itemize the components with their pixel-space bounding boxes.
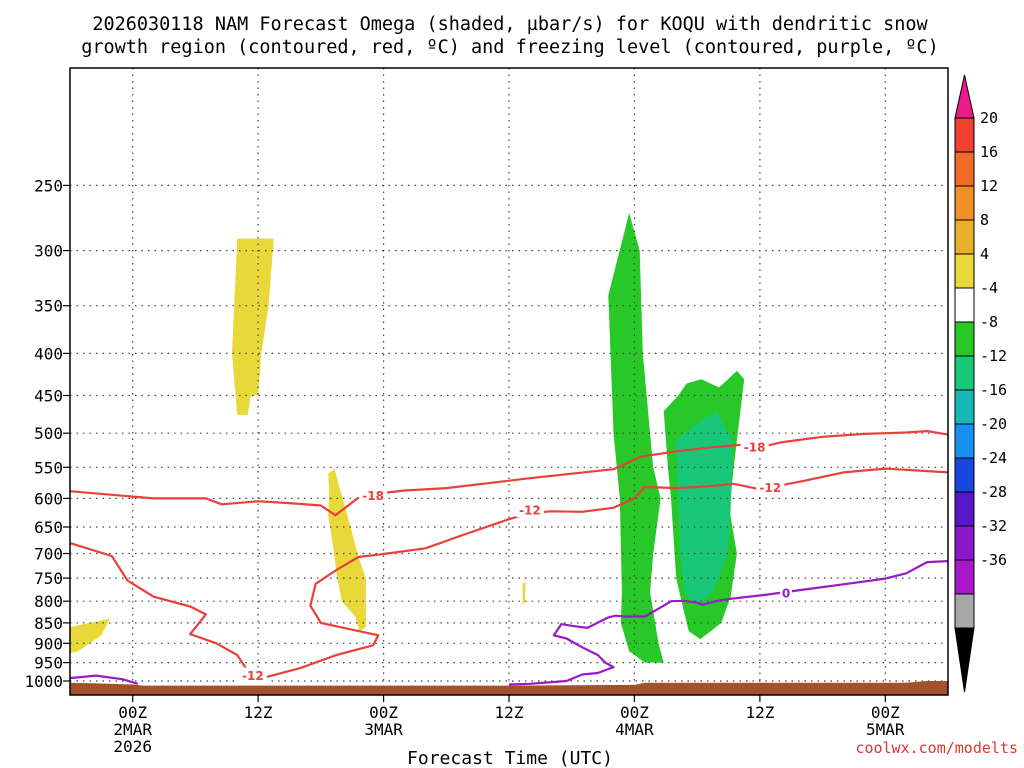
x-tick-label: 12Z bbox=[745, 703, 774, 722]
colorbar-bottom-arrow bbox=[954, 627, 975, 693]
colorbar-swatch bbox=[954, 117, 975, 153]
grid-lines bbox=[70, 68, 948, 695]
x-tick-label: 2MAR bbox=[113, 720, 152, 739]
colorbar-label: -4 bbox=[980, 279, 998, 297]
y-tick-label: 500 bbox=[34, 424, 63, 443]
x-tick-label: 5MAR bbox=[866, 720, 905, 739]
y-tick-label: 1000 bbox=[24, 672, 63, 691]
colorbar-swatch bbox=[954, 219, 975, 255]
contour-label-bg bbox=[238, 667, 267, 683]
colorbar-top-arrow bbox=[954, 74, 975, 119]
contour-label-bg bbox=[515, 502, 544, 518]
x-tick-label: 00Z bbox=[871, 703, 900, 722]
colorbar-label: -32 bbox=[980, 517, 1007, 535]
y-tick-label: 450 bbox=[34, 387, 63, 406]
contour-labels: -18 -18 -12 -12 -12 0 bbox=[238, 439, 792, 683]
colorbar-swatch bbox=[954, 355, 975, 391]
dendritic-region-minus-18c bbox=[69, 430, 949, 517]
colorbar-label: -16 bbox=[980, 381, 1007, 399]
x-tick-label: 2026 bbox=[113, 737, 152, 756]
surface-terrain bbox=[70, 681, 948, 695]
colorbar-label: -8 bbox=[980, 313, 998, 331]
y-tick-label: 800 bbox=[34, 592, 63, 611]
colorbar-label: -28 bbox=[980, 483, 1007, 501]
contour-label: -18 bbox=[744, 441, 766, 455]
contour-lines bbox=[69, 430, 949, 686]
x-tick-label: 12Z bbox=[244, 703, 273, 722]
contour-label-bg bbox=[359, 487, 388, 503]
colorbar-label: -24 bbox=[980, 449, 1007, 467]
colorbar-label: -36 bbox=[980, 551, 1007, 569]
y-tick-label: 300 bbox=[34, 242, 63, 261]
colorbar-swatch bbox=[954, 423, 975, 459]
x-tick-label: 3MAR bbox=[364, 720, 403, 739]
x-tick-label: 00Z bbox=[369, 703, 398, 722]
colorbar-swatch bbox=[954, 525, 975, 561]
colorbar-swatch bbox=[954, 593, 975, 629]
contour-label-bg bbox=[740, 439, 769, 455]
contour-label: -12 bbox=[759, 481, 781, 495]
colorbar-label: 16 bbox=[980, 143, 998, 161]
colorbar-label: -12 bbox=[980, 347, 1007, 365]
colorbar-label: 4 bbox=[980, 245, 989, 263]
colorbar-swatch bbox=[954, 491, 975, 527]
colorbar-swatch bbox=[954, 185, 975, 221]
x-tick-label: 00Z bbox=[118, 703, 147, 722]
colorbar-swatch bbox=[954, 457, 975, 493]
chart-title-line2: growth region (contoured, red, ºC) and f… bbox=[81, 37, 939, 58]
colorbar-swatch bbox=[954, 389, 975, 425]
y-tick-label: 350 bbox=[34, 297, 63, 316]
omega-shaded-regions bbox=[70, 212, 745, 663]
contour-label: -18 bbox=[362, 489, 384, 503]
downward-motion-core bbox=[676, 411, 733, 606]
x-tick-label: 12Z bbox=[495, 703, 524, 722]
upward-motion-upper-midlevel bbox=[232, 238, 274, 415]
freezing-level-0c bbox=[508, 560, 949, 686]
dendritic-region-minus-12c bbox=[69, 542, 249, 672]
upward-motion-3mar bbox=[328, 468, 366, 632]
colorbar-label: 8 bbox=[980, 211, 989, 229]
y-tick-label: 850 bbox=[34, 614, 63, 633]
freezing-level-0c-left bbox=[69, 674, 139, 685]
y-tick-label: 750 bbox=[34, 569, 63, 588]
y-tick-label: 650 bbox=[34, 518, 63, 537]
upward-motion-small-streak bbox=[522, 582, 526, 604]
contour-label: -12 bbox=[242, 669, 264, 683]
y-tick-label: 900 bbox=[34, 634, 63, 653]
credit-link[interactable]: coolwx.com/modelts bbox=[855, 739, 1018, 757]
colorbar-label: -20 bbox=[980, 415, 1007, 433]
x-tick-label: 4MAR bbox=[615, 720, 654, 739]
x-tick-label: 00Z bbox=[620, 703, 649, 722]
chart-title-line1: 2026030118 NAM Forecast Omega (shaded, µ… bbox=[92, 14, 928, 35]
y-axis-ticks: 2503003504004505005506006507007508008509… bbox=[24, 176, 70, 691]
contour-label: 0 bbox=[782, 587, 790, 601]
colorbar-label: 12 bbox=[980, 177, 998, 195]
contour-label-bg bbox=[756, 479, 785, 495]
colorbar-swatch bbox=[954, 151, 975, 187]
colorbar-swatch bbox=[954, 321, 975, 357]
colorbar: 20 16 12 8 4 -4 -8 -12 -16 -20 -24 -28 -32 -36 bbox=[954, 74, 1007, 693]
upward-motion-lower-left bbox=[70, 618, 110, 654]
colorbar-swatch bbox=[954, 559, 975, 595]
colorbar-swatch bbox=[954, 287, 975, 323]
y-tick-label: 550 bbox=[34, 458, 63, 477]
y-tick-label: 950 bbox=[34, 654, 63, 673]
contour-label: -12 bbox=[519, 504, 541, 518]
terrain-layer bbox=[70, 681, 948, 695]
y-tick-label: 700 bbox=[34, 545, 63, 564]
colorbar-label: 20 bbox=[980, 109, 998, 127]
x-axis-label: Forecast Time (UTC) bbox=[407, 748, 613, 768]
y-tick-label: 600 bbox=[34, 489, 63, 508]
downward-motion-column-a bbox=[608, 212, 664, 663]
y-tick-label: 250 bbox=[34, 176, 63, 195]
contour-label-bg bbox=[780, 585, 792, 601]
y-tick-label: 400 bbox=[34, 344, 63, 363]
colorbar-swatch bbox=[954, 253, 975, 289]
